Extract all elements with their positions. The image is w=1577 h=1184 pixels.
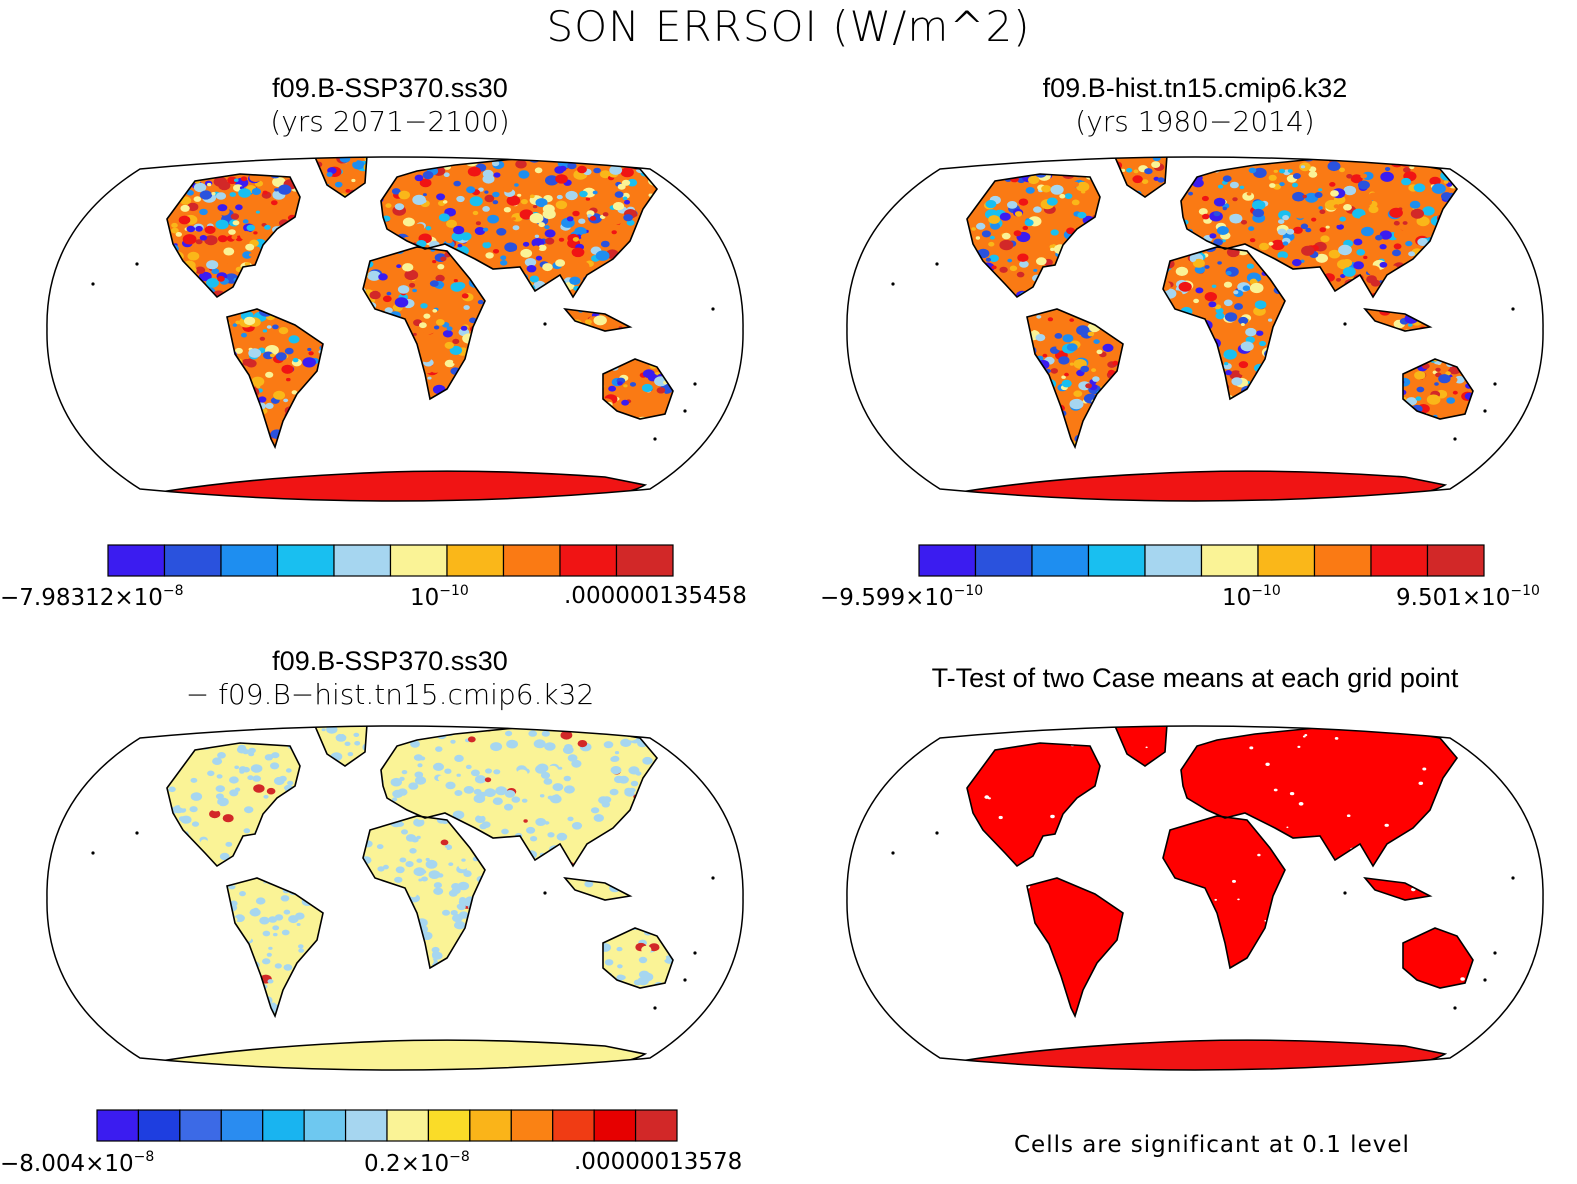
colorbar-swatch <box>179 1109 222 1142</box>
colorbar-case1 <box>107 544 674 582</box>
map-case1-svg <box>46 156 744 502</box>
map-frame <box>46 725 744 1071</box>
colorbar-case1-max-label: .000000135458 <box>564 583 747 609</box>
land-greenland <box>1115 726 1167 766</box>
map-case2 <box>845 149 1545 509</box>
panel-ttest-title-line1: T-Test of two Case means at each grid po… <box>931 663 1459 693</box>
map-ttest <box>845 718 1545 1078</box>
land-antarctica <box>967 471 1445 501</box>
colorbar-swatch <box>634 1109 678 1142</box>
land-australia <box>1403 928 1473 988</box>
colorbar-swatch <box>469 1109 512 1142</box>
map-frame <box>846 156 1544 502</box>
panel-case2-title: f09.B-hist.tn15.cmip6.k32 (yrs 1980−2014… <box>845 72 1545 138</box>
colorbar-difference-max-label: .00000013578 <box>574 1149 743 1175</box>
figure-title: SON ERRSOI (W/m^2) <box>546 2 1031 51</box>
colorbar-case2-min-label: −9.599×10−10 <box>820 583 984 611</box>
panel-case1-title-line2: (yrs 2071−2100) <box>270 105 510 138</box>
colorbar-difference-mid-label: 0.2×10−8 <box>364 1149 470 1177</box>
colorbar-swatch <box>386 1109 430 1142</box>
colorbar-swatch <box>974 544 1033 577</box>
map-difference-svg <box>46 725 744 1071</box>
ttest-footer-note: Cells are significant at 0.1 level <box>1014 1132 1410 1158</box>
colorbar-swatch <box>1144 544 1203 577</box>
colorbar-case1-mid-label: 10−10 <box>410 583 469 611</box>
colorbar-difference <box>96 1109 678 1147</box>
colorbar-swatch <box>918 544 977 577</box>
panel-case1-title: f09.B-SSP370.ss30 (yrs 2071−2100) <box>40 72 740 138</box>
panel-case1-title-line1: f09.B-SSP370.ss30 <box>272 73 508 103</box>
land-eurasia <box>1181 728 1457 866</box>
land-antarctica <box>167 471 645 501</box>
colorbar-swatch <box>1313 544 1372 577</box>
colorbar-swatch <box>1257 544 1316 577</box>
colorbar-swatch <box>276 544 335 577</box>
colorbar-swatch <box>163 544 222 577</box>
land-south-america <box>1027 878 1123 1016</box>
colorbar-swatch <box>220 1109 264 1142</box>
land-south-america <box>1027 309 1123 447</box>
colorbar-swatch <box>1370 544 1429 577</box>
colorbar-swatch <box>1426 544 1485 577</box>
colorbar-swatch <box>1200 544 1259 577</box>
map-ttest-svg <box>846 725 1544 1071</box>
colorbar-swatch <box>502 544 561 577</box>
panel-difference-title-line2: − f09.B−hist.tn15.cmip6.k32 <box>185 678 595 711</box>
map-difference <box>45 718 745 1078</box>
map-case2-svg <box>846 156 1544 502</box>
colorbar-swatch <box>510 1109 554 1142</box>
colorbar-swatch <box>389 544 448 577</box>
colorbar-swatch <box>552 1109 595 1142</box>
map-frame <box>46 156 744 502</box>
colorbar-swatch <box>1031 544 1090 577</box>
panel-ttest-title: T-Test of two Case means at each grid po… <box>845 662 1545 695</box>
colorbar-swatch <box>333 544 392 577</box>
land-indonesia <box>1365 878 1430 900</box>
colorbar-difference-min-label: −8.004×10−8 <box>0 1149 155 1177</box>
colorbar-swatch <box>262 1109 305 1142</box>
land-antarctica <box>167 1040 645 1070</box>
land-eurasia <box>381 728 657 866</box>
land-antarctica <box>967 1040 1445 1070</box>
colorbar-case1-min-label: −7.98312×10−8 <box>0 583 184 611</box>
land-africa <box>363 816 485 968</box>
colorbar-swatch <box>107 544 166 577</box>
colorbar-swatch <box>303 1109 347 1142</box>
colorbar-swatch <box>1087 544 1146 577</box>
land-north-america <box>167 743 300 866</box>
colorbar-swatch <box>446 544 505 577</box>
colorbar-swatch <box>344 1109 388 1142</box>
colorbar-case2-mid-label: 10−10 <box>1222 583 1281 611</box>
land-indonesia <box>565 878 630 900</box>
land-north-america <box>967 174 1100 297</box>
land-africa <box>1163 816 1285 968</box>
land-australia <box>603 928 673 988</box>
colorbar-swatch <box>427 1109 471 1142</box>
colorbar-swatch <box>96 1109 140 1142</box>
colorbar-case2 <box>918 544 1485 582</box>
land-south-america <box>227 309 323 447</box>
map-case1 <box>45 149 745 509</box>
land-north-america <box>967 743 1100 866</box>
colorbar-swatch <box>220 544 279 577</box>
colorbar-swatch <box>593 1109 637 1142</box>
panel-case2-title-line1: f09.B-hist.tn15.cmip6.k32 <box>1042 73 1348 103</box>
panel-difference-title: f09.B-SSP370.ss30 − f09.B−hist.tn15.cmip… <box>40 645 740 711</box>
colorbar-swatch <box>559 544 618 577</box>
panel-case2-title-line2: (yrs 1980−2014) <box>1075 105 1315 138</box>
colorbar-swatch <box>615 544 674 577</box>
panel-difference-title-line1: f09.B-SSP370.ss30 <box>272 646 508 676</box>
colorbar-swatch <box>137 1109 181 1142</box>
colorbar-case2-max-label: 9.501×10−10 <box>1396 583 1540 611</box>
land-south-america <box>227 878 323 1016</box>
map-frame <box>846 725 1544 1071</box>
